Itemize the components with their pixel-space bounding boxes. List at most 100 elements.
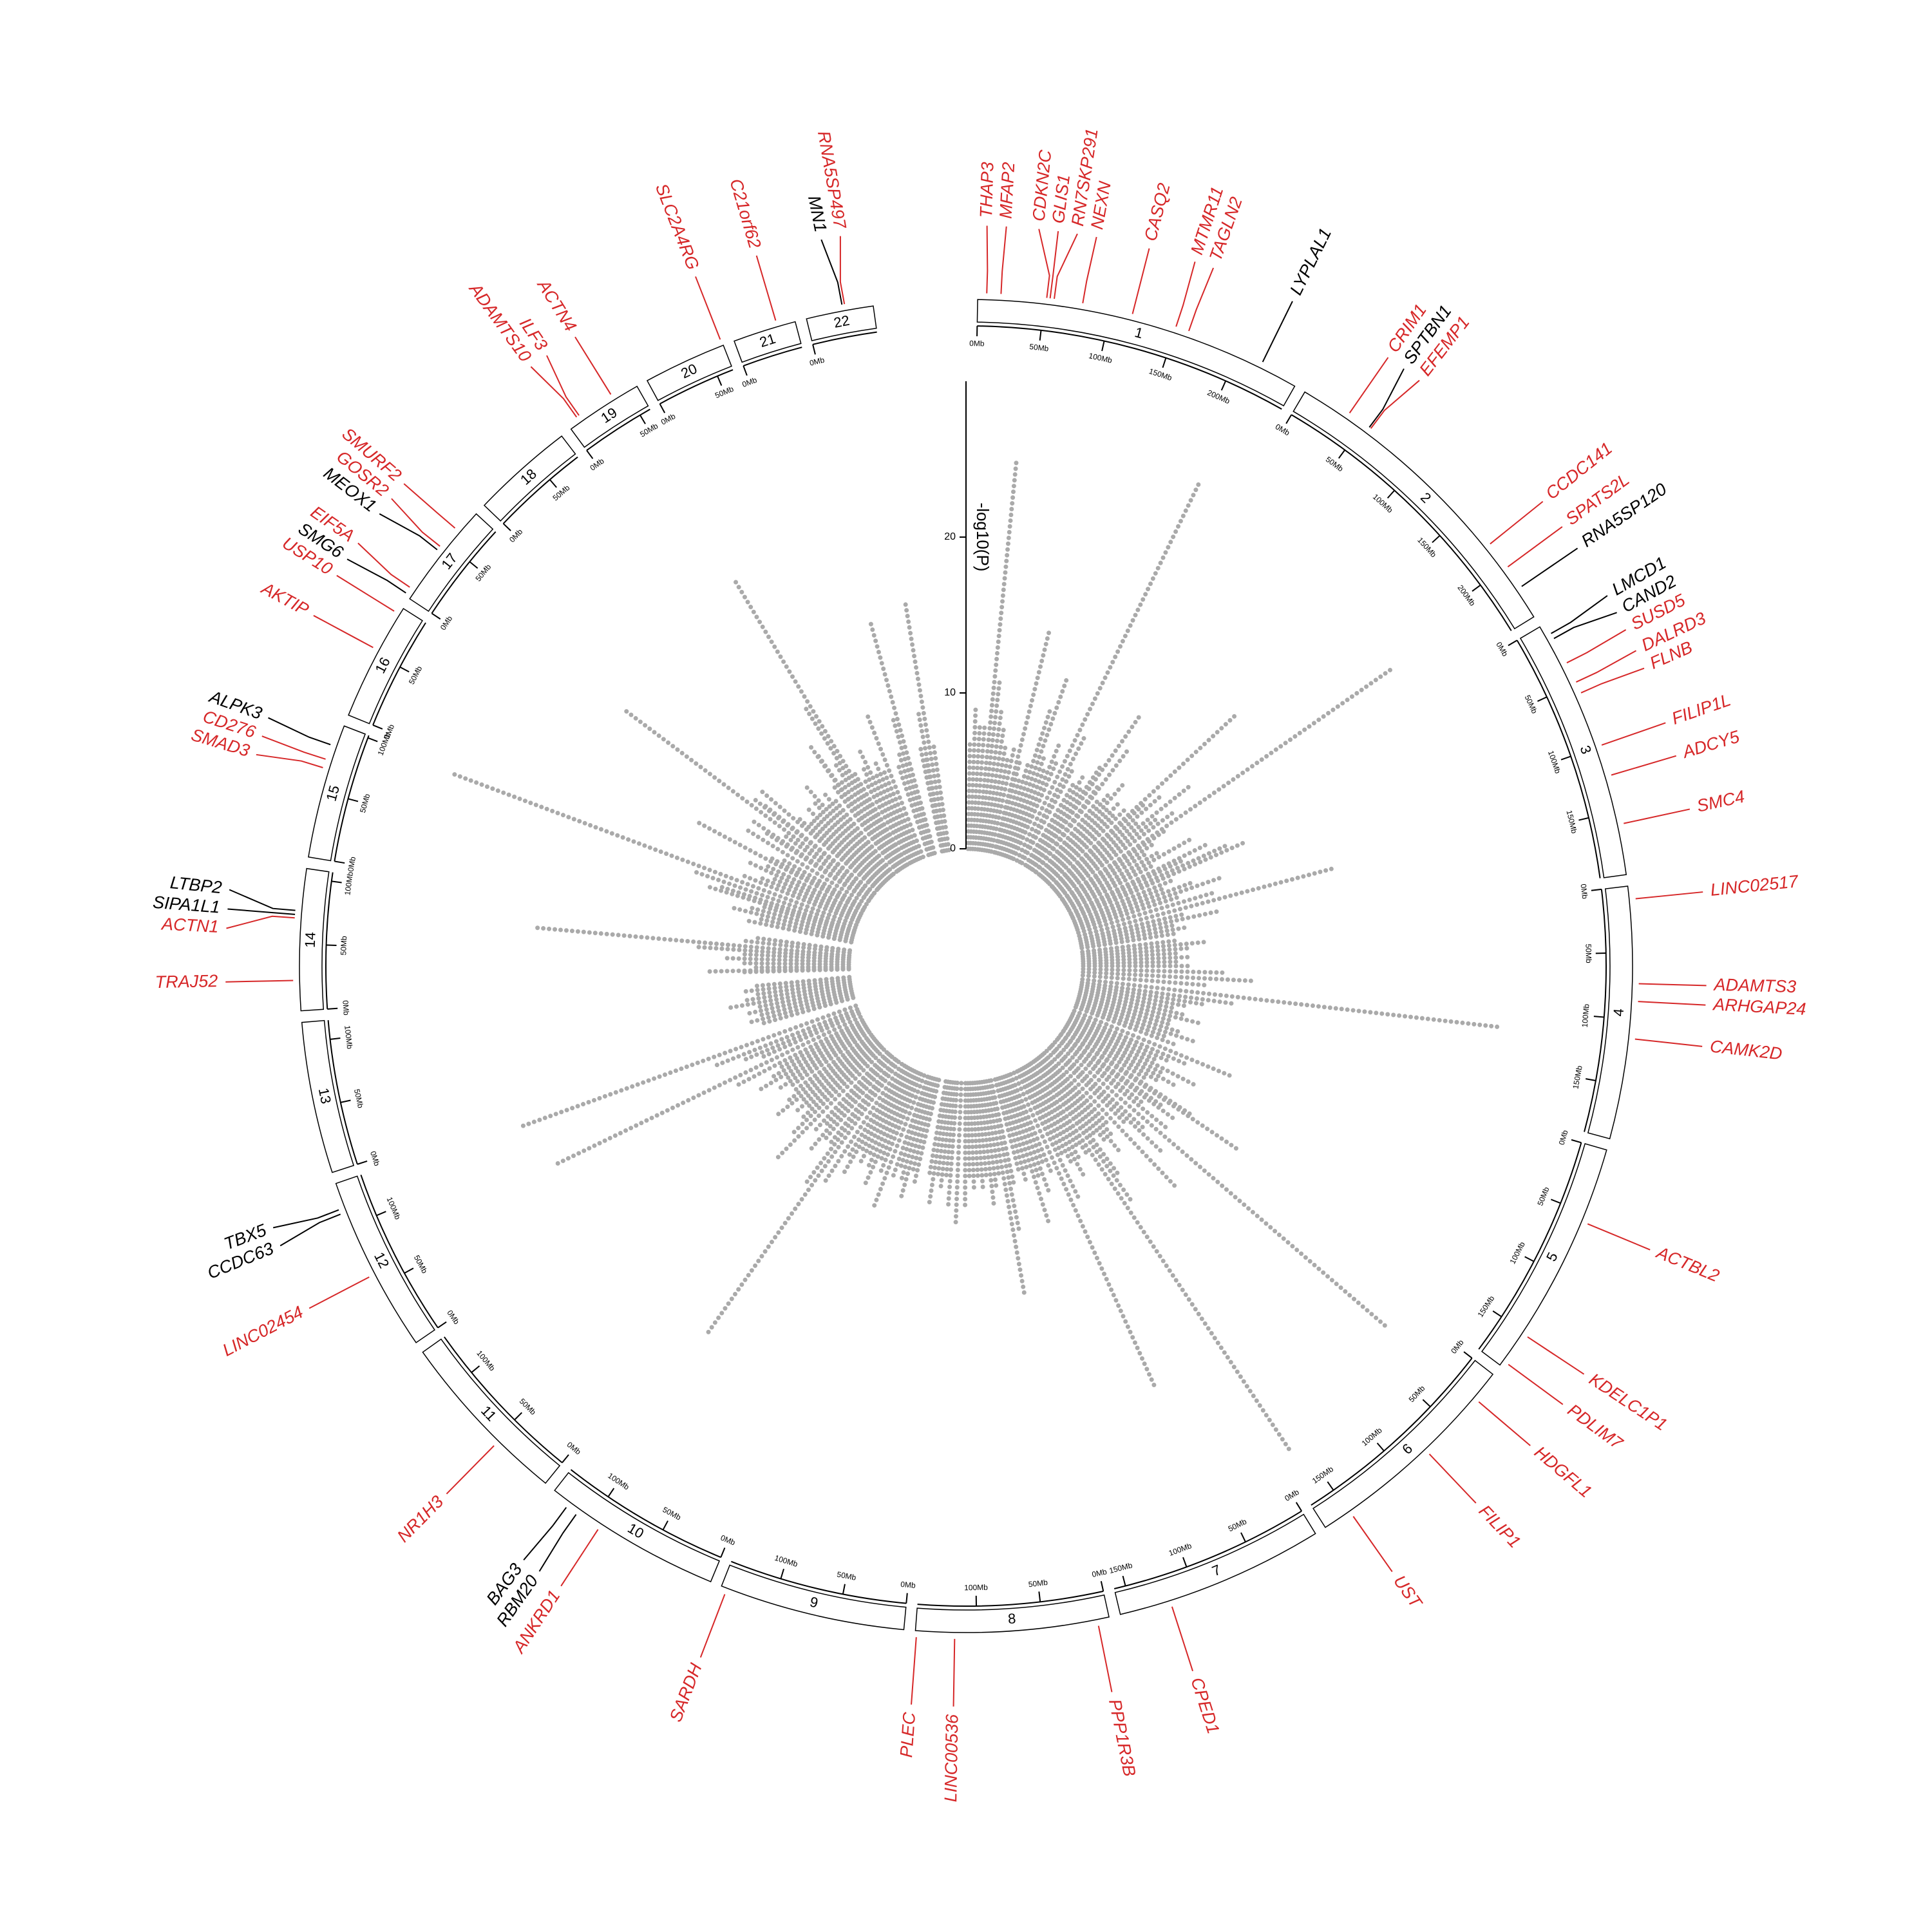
mb-tick: [514, 1412, 523, 1421]
snp-points: [767, 1022, 867, 1081]
snp-points: [703, 1059, 901, 1338]
mb-tick: [717, 375, 723, 386]
chromosome-box: [1519, 626, 1627, 878]
snp-points: [1072, 887, 1165, 926]
snp-points: [992, 1077, 1021, 1173]
mb-tick: [720, 1548, 726, 1558]
gene-label: LINC02454: [220, 1302, 307, 1360]
snp-points: [755, 979, 853, 997]
snp-points: [903, 602, 949, 853]
chromosome-label: 22: [832, 312, 851, 331]
snp-points: [1023, 782, 1075, 867]
chromosome-box: [646, 345, 732, 401]
snp-points: [761, 862, 864, 916]
mb-tick: [1422, 1399, 1431, 1408]
mb-tick-label: 50Mb: [1535, 1186, 1551, 1207]
chromosome-label: 18: [517, 466, 540, 488]
leader-line: [1635, 891, 1703, 900]
mb-tick: [331, 880, 342, 884]
snp-points: [791, 1039, 880, 1116]
snp-points: [759, 990, 855, 1018]
leader-line: [1370, 379, 1420, 429]
snp-points: [1079, 924, 1191, 949]
chromosome-box: [914, 1594, 1110, 1633]
snp-points: [1019, 764, 1077, 866]
chromosome-axis: [977, 325, 1282, 410]
snp-points: [758, 916, 855, 943]
mb-tick: [1101, 341, 1105, 352]
mb-tick: [905, 1593, 908, 1604]
chromosome-label: 1: [1133, 324, 1144, 341]
snp-points: [753, 974, 852, 989]
mb-tick: [471, 1365, 480, 1373]
snp-points: [963, 1081, 968, 1211]
snp-points: [1046, 1046, 1130, 1128]
snp-points: [927, 1079, 951, 1208]
mb-tick-label: 100Mb: [385, 1196, 402, 1222]
mb-tick-label: 50Mb: [1028, 1578, 1048, 1589]
snp-points: [761, 995, 856, 1026]
mb-tick-label: 0Mb: [341, 1000, 351, 1016]
leader-line: [313, 614, 374, 649]
snp-points: [981, 1079, 1001, 1177]
mb-tick-label: 100Mb: [1088, 351, 1113, 365]
snp-points: [1038, 790, 1113, 878]
snp-points: [790, 1045, 884, 1137]
mb-tick-label: 200Mb: [1206, 388, 1232, 406]
snp-points: [1027, 786, 1083, 870]
leader-line: [279, 1213, 341, 1247]
leader-line: [538, 1514, 577, 1572]
chromosome-box: [299, 867, 330, 1012]
chromosome-axis: [1113, 1510, 1302, 1589]
snp-points: [984, 741, 1009, 853]
snp-points: [1062, 840, 1158, 905]
snp-points: [732, 578, 908, 868]
mb-tick-label: 100Mb: [1546, 750, 1562, 775]
snp-points: [1034, 1057, 1096, 1136]
snp-points: [1060, 828, 1169, 903]
snp-points: [793, 1032, 874, 1092]
snp-points: [1040, 781, 1127, 880]
snp-points: [935, 1079, 953, 1177]
snp-points: [755, 936, 853, 953]
mb-tick-label: 150Mb: [1108, 1560, 1133, 1575]
snp-points: [874, 773, 919, 862]
snp-points: [859, 762, 914, 864]
leader-line: [346, 558, 406, 594]
leader-line: [1507, 526, 1563, 567]
gene-label: FILIP1L: [1669, 690, 1733, 728]
snp-points: [970, 722, 983, 851]
snp-points: [761, 904, 856, 936]
leader-line: [357, 542, 410, 588]
snp-points: [1072, 876, 1178, 923]
chromosome-box: [806, 305, 877, 341]
snp-points: [980, 1079, 999, 1193]
leader-line: [1428, 1454, 1477, 1504]
mb-tick-label: 100Mb: [773, 1553, 799, 1569]
mb-tick-label: 50Mb: [661, 1505, 683, 1522]
chromosome-label: 9: [808, 1593, 820, 1611]
snp-points: [1069, 857, 1186, 917]
snp-points: [1080, 977, 1503, 1030]
snp-points: [826, 1057, 897, 1148]
snp-points: [1066, 1019, 1167, 1077]
snp-points: [1070, 842, 1231, 920]
chromosome-axis: [570, 1469, 721, 1558]
snp-points: [864, 1069, 917, 1172]
mb-tick: [812, 344, 816, 355]
snp-points: [1002, 676, 1069, 858]
snp-points: [1036, 1055, 1110, 1146]
snp-points: [945, 1081, 960, 1210]
snp-points: [802, 783, 891, 881]
leader-line: [1368, 368, 1405, 428]
mb-tick: [1463, 1351, 1473, 1359]
snp-points: [1019, 1066, 1075, 1168]
snp-points: [911, 1077, 939, 1173]
gene-label: SLC2A4RG: [652, 181, 703, 272]
snp-points: [1077, 911, 1189, 942]
chromosome-axis: [743, 346, 802, 366]
mb-tick: [502, 523, 511, 531]
chromosome-axis: [502, 456, 578, 524]
snp-points: [783, 1034, 875, 1105]
